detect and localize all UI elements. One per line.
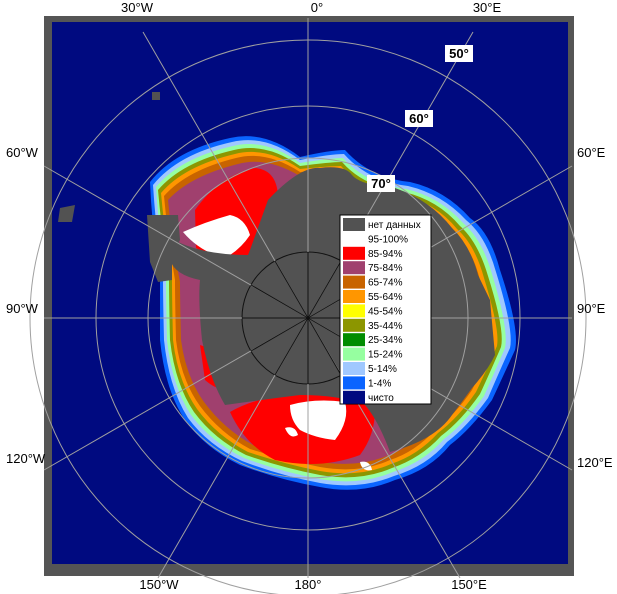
island-2	[152, 92, 160, 100]
legend-swatch	[343, 318, 365, 332]
lon-label-30w: 30°W	[121, 0, 154, 15]
lat-50-bg	[445, 45, 473, 62]
legend-label: чисто	[368, 393, 394, 404]
legend-items: нет данных 95-100% 85-94% 75-84% 65-74% 55-64…	[343, 218, 421, 404]
inner-m-12	[274, 260, 309, 319]
legend-swatch	[343, 275, 365, 289]
longitude-labels: 30°W 0° 30°E 60°W 90°W 120°W 60°E 90°E 1…	[6, 0, 613, 592]
lon-label-90w: 90°W	[6, 301, 39, 316]
legend-label: 5-14%	[368, 364, 397, 375]
lat-label-60: 60°	[409, 111, 429, 126]
legend-label: 35-44%	[368, 321, 403, 332]
white-speck-1	[285, 427, 298, 437]
lon-label-0: 0°	[311, 0, 323, 15]
inner-m-11	[250, 284, 309, 319]
inner-m-2	[307, 260, 342, 319]
lon-label-60w: 60°W	[6, 145, 39, 160]
lat-60-bg	[405, 110, 433, 127]
lat-label-70: 70°	[371, 176, 391, 191]
inner-m-8	[274, 317, 309, 376]
lon-label-150w: 150°W	[139, 577, 179, 592]
white-weddell	[183, 215, 250, 258]
legend-swatch	[343, 261, 365, 275]
legend-label: 95-100%	[368, 234, 408, 245]
legend-label: 45-54%	[368, 306, 403, 317]
legend-swatch	[343, 246, 365, 260]
legend-label: 1-4%	[368, 378, 391, 389]
inner-m-6	[307, 317, 342, 376]
legend-label: 85-94%	[368, 249, 403, 260]
legend-swatch	[343, 218, 365, 231]
lon-label-180: 180°	[295, 577, 322, 592]
lat-70-bg	[367, 175, 395, 192]
inner-meridians	[242, 252, 374, 384]
legend-swatch	[343, 362, 365, 375]
legend-label: 55-64%	[368, 292, 403, 303]
legend-swatch	[343, 376, 365, 390]
legend-swatch	[343, 304, 365, 318]
legend-label: 75-84%	[368, 263, 403, 274]
legend-swatch	[343, 347, 365, 361]
lon-label-150e: 150°E	[451, 577, 487, 592]
white-ross	[290, 400, 347, 440]
lon-label-90e: 90°E	[577, 301, 606, 316]
ice-95-100-patches	[183, 215, 372, 471]
legend-swatch	[343, 290, 365, 303]
lon-label-60e: 60°E	[577, 145, 606, 160]
legend-label: 15-24%	[368, 350, 403, 361]
lon-label-30e: 30°E	[473, 0, 502, 15]
legend-label: 25-34%	[368, 335, 403, 346]
island-1	[58, 205, 75, 222]
legend-label: нет данных	[368, 220, 421, 231]
legend-swatch	[343, 232, 365, 246]
graticule	[29, 18, 587, 594]
lon-label-120w: 120°W	[6, 451, 46, 466]
latitude-labels: 50° 60° 70°	[367, 45, 473, 192]
lon-label-120e: 120°E	[577, 455, 613, 470]
inner-m-9	[250, 317, 309, 352]
lat-label-50: 50°	[449, 46, 469, 61]
legend: нет данных 95-100% 85-94% 75-84% 65-74% 55-64…	[339, 214, 432, 405]
legend-label: 65-74%	[368, 278, 403, 289]
legend-swatch	[343, 333, 365, 347]
legend-swatch	[343, 390, 365, 404]
